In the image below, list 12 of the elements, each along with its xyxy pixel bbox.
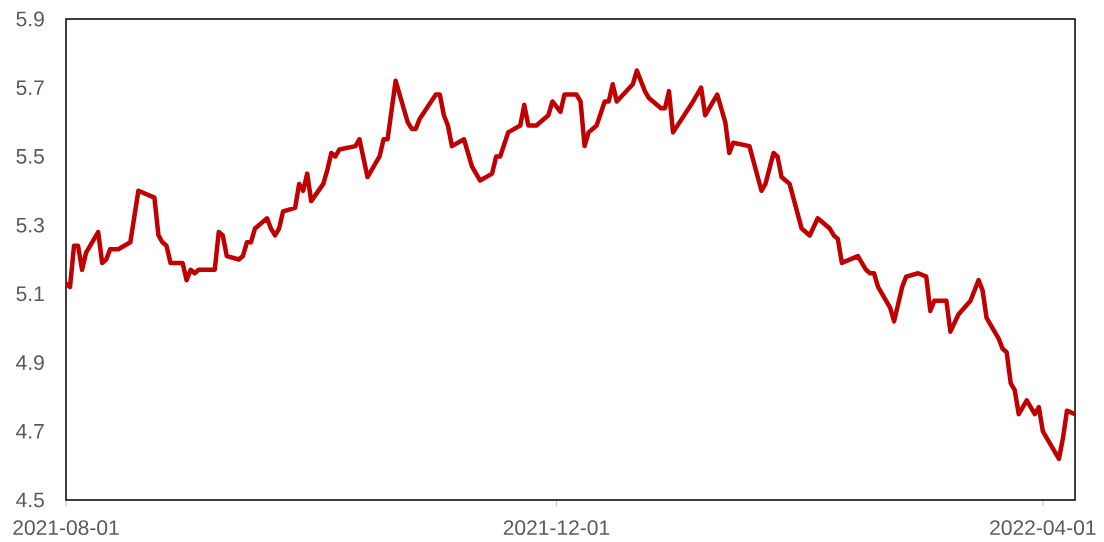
- x-tick-label: 2021-08-01: [13, 520, 119, 536]
- y-tick-label: 5.1: [16, 286, 44, 302]
- x-tick-label: 2022-04-01: [990, 520, 1096, 536]
- y-tick-label: 4.5: [16, 492, 44, 508]
- line-series: [66, 68, 1076, 462]
- y-tick-label: 5.7: [16, 80, 44, 96]
- y-tick-label: 5.3: [16, 217, 44, 233]
- x-tick-label: 2021-12-01: [503, 520, 610, 536]
- y-tick-label: 4.7: [16, 424, 44, 439]
- y-tick-label: 5.9: [16, 11, 44, 27]
- y-tick-label: 5.5: [16, 149, 44, 164]
- y-tick-label: 4.9: [16, 355, 44, 370]
